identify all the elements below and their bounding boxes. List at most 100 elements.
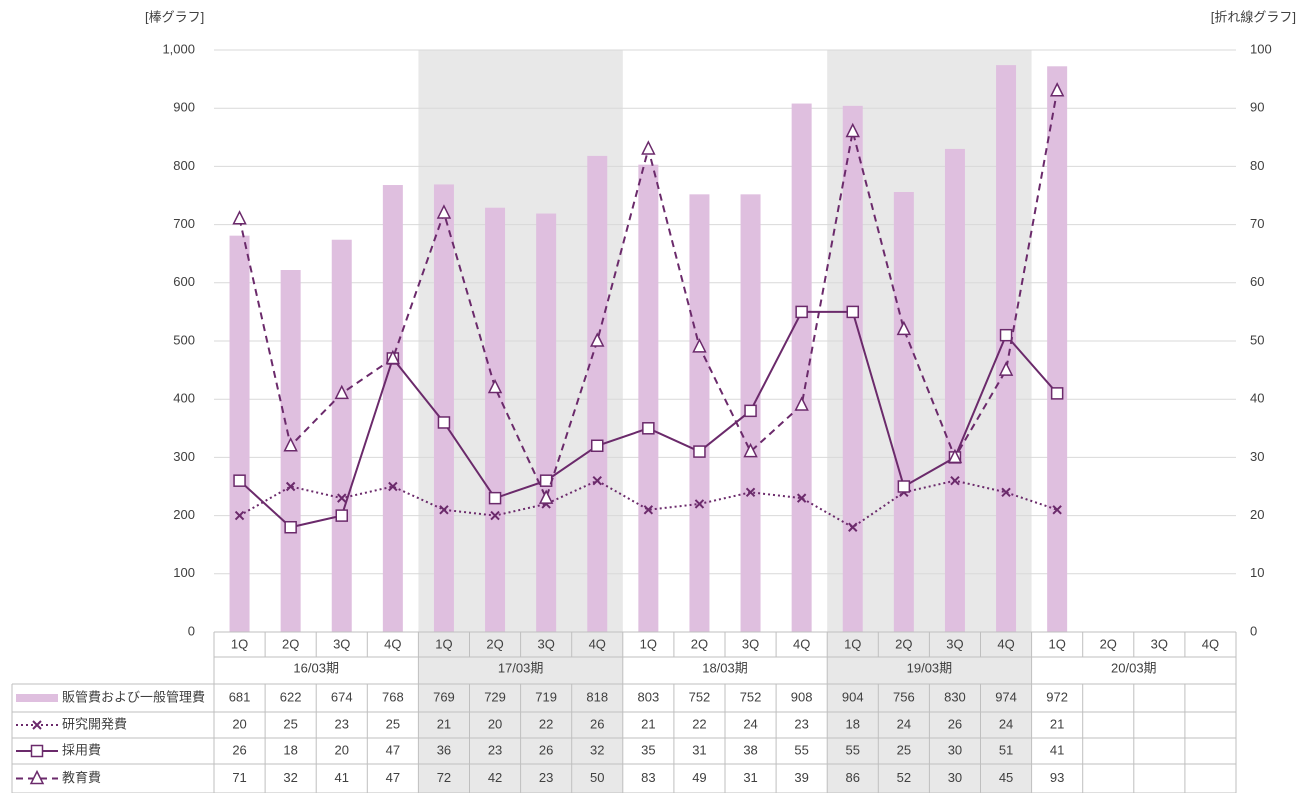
table-value: 20 [335, 742, 349, 757]
table-value: 86 [846, 770, 860, 785]
marker-square [335, 509, 348, 522]
table-value: 25 [386, 716, 400, 731]
marker-x [32, 720, 42, 730]
y-tick-label: 400 [173, 391, 195, 406]
marker-triangle [334, 384, 349, 400]
table-value: 52 [897, 770, 911, 785]
table-value: 21 [1050, 716, 1064, 731]
table-value: 20 [232, 716, 246, 731]
marker-square [897, 480, 911, 493]
x-tick-label: 3Q [333, 636, 350, 651]
table-value: 35 [641, 742, 655, 757]
x-tick-label: 3Q [1151, 636, 1168, 651]
table-value: 26 [948, 716, 962, 731]
x-tick-label: 2Q [895, 636, 912, 651]
x-tick-label: 4Q [384, 636, 401, 651]
marker-square [744, 404, 757, 418]
marker-x [490, 510, 500, 521]
bar [1047, 66, 1068, 632]
marker-triangle [896, 320, 912, 336]
x-tick-label: 4Q [793, 636, 810, 651]
table-value: 50 [590, 770, 604, 785]
marker-square [693, 445, 706, 458]
y2-axis-label: [折れ線グラフ] [1211, 9, 1296, 24]
marker-square [233, 474, 246, 487]
marker-triangle [641, 140, 656, 155]
marker-square [539, 474, 553, 487]
bar [996, 65, 1017, 632]
table-value: 45 [999, 770, 1013, 785]
table-value: 756 [893, 689, 915, 704]
marker-triangle [385, 349, 401, 365]
table-value: 21 [437, 716, 451, 731]
marker-triangle [794, 396, 809, 411]
group-label: 19/03期 [907, 660, 953, 675]
x-tick-label: 1Q [435, 636, 452, 651]
bar [331, 239, 352, 632]
y2-tick-label: 50 [1250, 332, 1264, 347]
y2-tick-label: 10 [1250, 565, 1264, 580]
marker-triangle [590, 332, 605, 347]
marker-square [591, 439, 604, 453]
y2-tick-label: 80 [1250, 158, 1264, 173]
table-value: 39 [794, 770, 808, 785]
table-value: 25 [897, 742, 911, 757]
table-value: 803 [637, 689, 659, 704]
table-value: 38 [743, 742, 757, 757]
y-tick-label: 1,000 [162, 41, 195, 56]
legend-label: 販管費および一般管理費 [62, 689, 205, 704]
table-value: 729 [484, 689, 506, 704]
y2-tick-label: 60 [1250, 274, 1264, 289]
table-value: 768 [382, 689, 404, 704]
marker-square [437, 416, 451, 429]
x-tick-label: 1Q [640, 636, 657, 651]
table-value: 30 [948, 742, 962, 757]
table-value: 36 [437, 742, 451, 757]
group-label: 20/03期 [1111, 660, 1157, 675]
table-value: 830 [944, 689, 966, 704]
bar [689, 194, 710, 632]
marker-x [388, 481, 398, 492]
marker-triangle [998, 361, 1014, 376]
bar [791, 103, 812, 632]
x-tick-label: 4Q [589, 636, 606, 651]
table-value: 23 [488, 742, 502, 757]
table-value: 719 [535, 689, 557, 704]
marker-x [694, 499, 705, 509]
table-value: 93 [1050, 770, 1064, 785]
y-tick-label: 100 [173, 565, 195, 580]
marker-square [795, 305, 808, 319]
y2-tick-label: 70 [1250, 216, 1264, 231]
table-value: 752 [740, 689, 762, 704]
marker-triangle [283, 437, 298, 452]
y2-tick-label: 30 [1250, 449, 1264, 464]
marker-x [643, 505, 654, 515]
bar [842, 105, 863, 632]
table-value: 55 [846, 742, 860, 757]
marker-x [1052, 505, 1062, 515]
marker-triangle [692, 338, 707, 353]
x-tick-label: 2Q [1100, 636, 1117, 651]
table-value: 26 [590, 716, 604, 731]
legend-label: 研究開発費 [62, 716, 127, 731]
marker-triangle [232, 210, 247, 225]
x-tick-label: 3Q [946, 636, 963, 651]
table-value: 25 [283, 716, 297, 731]
table-value: 752 [689, 689, 711, 704]
y-tick-label: 800 [173, 158, 195, 173]
marker-x [796, 493, 807, 503]
group-label: 17/03期 [498, 660, 544, 675]
x-tick-label: 4Q [997, 636, 1014, 651]
table-value: 23 [794, 716, 808, 731]
bar [638, 164, 659, 633]
line [239, 479, 1058, 529]
marker-square [999, 328, 1013, 342]
group-label: 16/03期 [293, 660, 339, 675]
bar [229, 235, 250, 632]
marker-square [642, 422, 655, 435]
y-tick-label: 0 [188, 623, 195, 638]
marker-triangle [538, 489, 554, 504]
x-tick-label: 2Q [282, 636, 299, 651]
x-tick-label: 1Q [231, 636, 248, 651]
